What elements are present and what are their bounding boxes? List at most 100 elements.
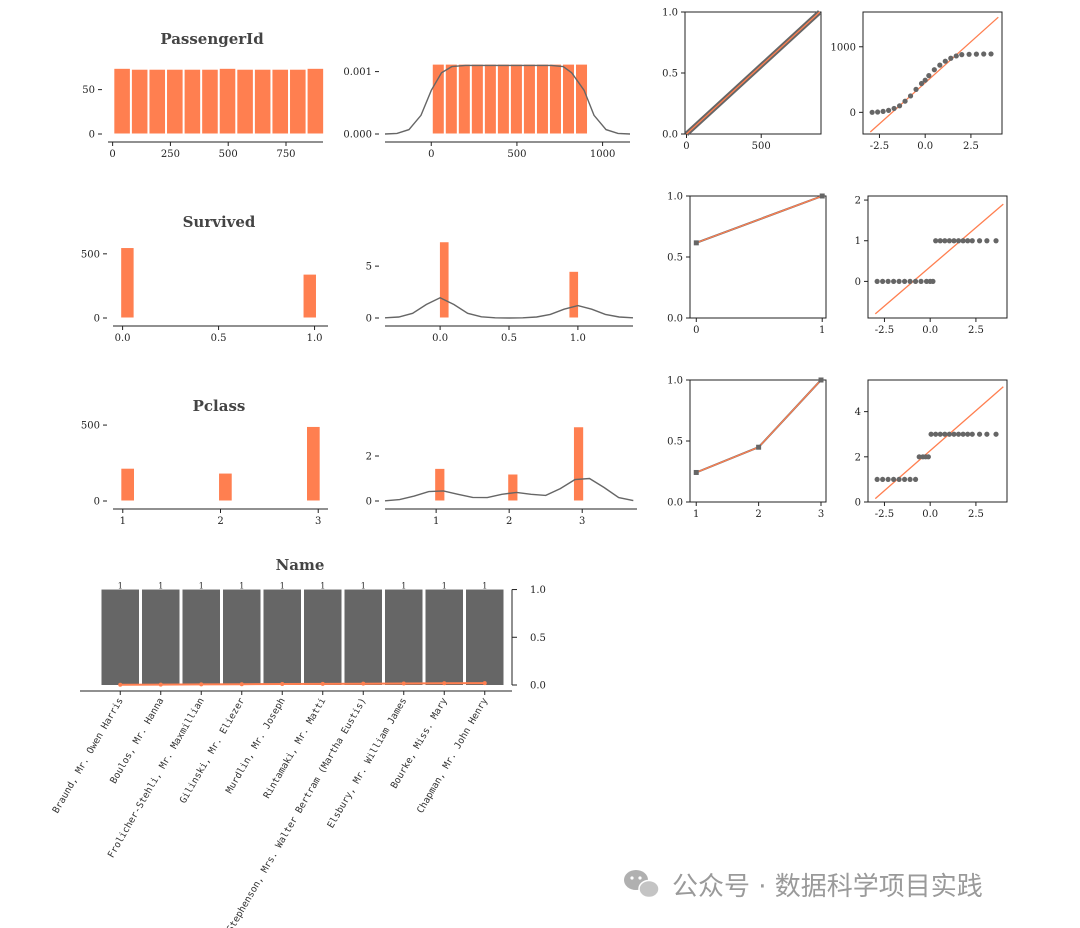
bar — [548, 63, 562, 135]
pp-point — [756, 444, 762, 450]
bar — [568, 270, 580, 319]
data-label: 1 — [118, 582, 123, 591]
line-point — [442, 681, 447, 686]
y-tick-label: 500 — [81, 421, 100, 432]
y-tick-label: 0.5 — [667, 437, 683, 448]
x-tick-label: 1.0 — [570, 333, 586, 344]
y-tick-label: 0 — [855, 498, 861, 509]
bar — [304, 589, 342, 685]
panel-survived_pp: 0 1 0.0 0.5 1.0 — [667, 192, 827, 336]
panel-pclass_dist: 1 2 3 0 2 — [366, 426, 637, 527]
line-point — [239, 682, 244, 687]
bar — [444, 63, 458, 135]
x-tick-label: 3 — [579, 516, 585, 527]
bar — [507, 473, 519, 502]
chart-title-name: Name — [276, 556, 325, 574]
bar — [522, 63, 536, 135]
qq-point — [976, 431, 983, 437]
qq-point — [923, 278, 930, 284]
panel-pclass_pp: 1 2 3 0.0 0.5 1.0 — [667, 376, 827, 520]
qq-point — [918, 80, 925, 87]
x-tick-label: 2 — [217, 516, 223, 527]
x-tick-label: 0.5 — [211, 333, 227, 344]
bar — [101, 589, 139, 685]
pp-point — [818, 377, 824, 383]
x-tick-label: 2 — [506, 516, 512, 527]
y-tick-label: 2 — [855, 196, 861, 207]
bar — [302, 273, 317, 319]
bar — [434, 467, 446, 502]
qq-point — [885, 278, 891, 284]
x-tick-label: 500 — [752, 141, 771, 152]
qq-point — [984, 238, 990, 244]
x-tick-label: 0.5 — [501, 333, 517, 344]
bar — [431, 63, 445, 135]
panel-passengerid_dist: 0 500 1000 0.000 0.001 — [343, 63, 631, 160]
bar — [470, 63, 484, 135]
qq-point — [901, 278, 908, 284]
bar — [183, 68, 202, 135]
panel-passengerid_pp: 0 500 0.0 0.5 1.0 — [662, 8, 822, 152]
bar — [535, 63, 549, 135]
x-tick-label: 1.0 — [307, 333, 323, 344]
bar — [120, 247, 135, 319]
qq-point — [965, 431, 971, 437]
bar — [218, 472, 233, 502]
x-tick-label: -2.5 — [875, 325, 894, 336]
bar — [466, 589, 504, 685]
qq-point — [960, 431, 966, 437]
y-tick-label: 1000 — [831, 42, 856, 53]
qq-point — [869, 109, 875, 115]
qq-point — [912, 278, 919, 284]
qq-point — [926, 73, 932, 79]
x-tick-label: 1 — [433, 516, 439, 527]
qq-point — [891, 105, 897, 112]
x-tick-label: 0 — [428, 149, 434, 160]
y-tick-label: 50 — [82, 85, 95, 96]
line-point — [401, 681, 406, 686]
y-tick-label: 1.0 — [667, 192, 683, 203]
data-label: 1 — [199, 582, 204, 591]
kde-curve — [384, 64, 631, 135]
y-tick-label: 0.000 — [343, 130, 372, 141]
value-line — [120, 682, 485, 686]
axes-frame — [867, 379, 1008, 503]
qq-point — [931, 67, 937, 73]
qq-point — [966, 51, 972, 57]
bar — [253, 68, 272, 135]
x-tick-label: -2.5 — [870, 141, 889, 152]
bar — [236, 68, 254, 135]
bar — [271, 68, 290, 135]
bar — [182, 589, 220, 685]
x-tick-label: 1 — [693, 509, 699, 520]
qq-point — [896, 476, 902, 483]
bar — [201, 68, 219, 135]
qq-point — [907, 93, 914, 99]
panel-survived_qq: -2.5 0.0 2.5 0 1 2 — [855, 195, 1008, 336]
x-tick-label: 750 — [276, 149, 295, 160]
qq-point — [976, 238, 983, 244]
bar — [438, 241, 450, 319]
x-tick-label: 2 — [755, 509, 761, 520]
qq-point — [937, 62, 943, 68]
y-tick-label: 0.0 — [530, 681, 546, 692]
x-tick-label: -2.5 — [875, 509, 894, 520]
qq-point — [951, 431, 957, 437]
qq-point — [880, 476, 886, 483]
qq-point — [960, 238, 966, 244]
chart-title-survived: Survived — [183, 213, 256, 231]
pp-line — [695, 379, 822, 474]
qq-point — [912, 476, 919, 483]
x-tick-label: 0.0 — [922, 509, 938, 520]
panel-pclass_qq: -2.5 0.0 2.5 0 2 4 — [855, 379, 1008, 520]
x-tick-label: 0.0 — [922, 325, 938, 336]
y-tick-label: 5 — [366, 262, 372, 273]
watermark: 公众号 · 数据科学项目实践 — [624, 870, 983, 902]
qq-point — [965, 238, 971, 244]
y-tick-label: 0 — [850, 108, 856, 119]
chart-title-passengerid: PassengerId — [160, 30, 264, 48]
kde-curve — [384, 477, 634, 502]
x-tick-label: Elsbury, Mr. William James — [325, 696, 409, 830]
x-tick-label: 0.0 — [115, 333, 131, 344]
